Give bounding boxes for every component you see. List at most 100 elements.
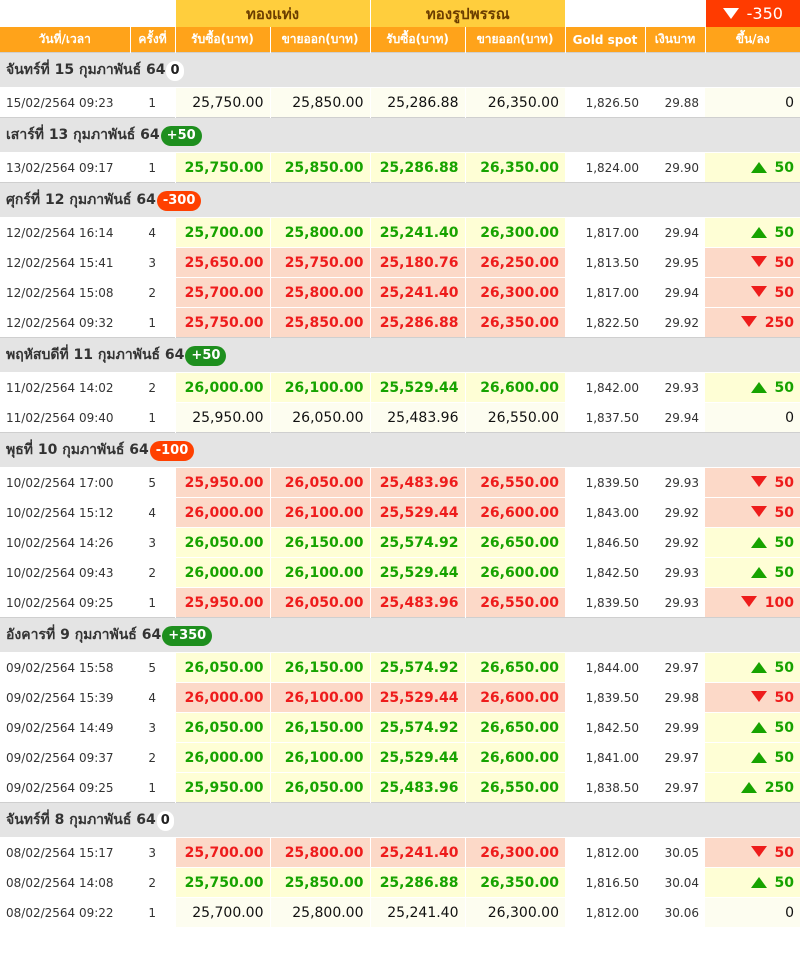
cell-ornament-buy: 25,574.92 <box>369 712 466 743</box>
cell-bar-sell: 25,850.00 <box>269 307 371 338</box>
day-header-row: พฤหัสบดีที่ 11 กุมภาพันธ์ 64 +50 <box>0 337 800 373</box>
cell-change: 50 <box>705 152 800 183</box>
cell-datetime: 15/02/2564 09:23 <box>0 87 130 118</box>
summary-change-value: -350 <box>746 4 783 23</box>
cell-bar-buy: 26,050.00 <box>174 652 270 683</box>
triangle-up-icon <box>740 781 757 793</box>
cell-count: 2 <box>130 372 175 403</box>
cell-bar-sell: 25,850.00 <box>269 87 371 118</box>
change-value: 50 <box>774 719 795 736</box>
triangle-up-icon <box>750 876 767 888</box>
cell-gold-spot: 1,846.50 <box>565 527 646 558</box>
cell-bar-sell: 26,100.00 <box>269 497 371 528</box>
cell-bar-buy: 25,750.00 <box>174 152 270 183</box>
triangle-down-icon <box>750 285 767 297</box>
change-value: 0 <box>785 904 795 921</box>
cell-gold-spot: 1,843.00 <box>565 497 646 528</box>
cell-gold-spot: 1,813.50 <box>565 247 646 278</box>
cell-gold-spot: 1,842.50 <box>565 557 646 588</box>
cell-bar-sell: 25,800.00 <box>269 897 371 927</box>
cell-count: 1 <box>130 587 175 618</box>
cell-thb: 29.92 <box>645 307 706 338</box>
cell-bar-buy: 25,700.00 <box>174 897 270 927</box>
change-value: 250 <box>764 779 795 796</box>
cell-datetime: 12/02/2564 16:14 <box>0 217 130 248</box>
cell-count: 4 <box>130 497 175 528</box>
cell-count: 1 <box>130 897 175 927</box>
day-change-badge: +50 <box>160 126 202 146</box>
cell-ornament-buy: 25,574.92 <box>369 527 466 558</box>
cell-change: 250 <box>705 307 800 338</box>
group-gold-ornament: ทองรูปพรรณ <box>369 0 566 27</box>
cell-thb: 29.92 <box>645 497 706 528</box>
cell-ornament-sell: 26,350.00 <box>464 867 566 898</box>
cell-bar-buy: 26,000.00 <box>174 557 270 588</box>
day-header-cell: พุธที่ 10 กุมภาพันธ์ 64 -100 <box>0 432 800 468</box>
cell-datetime: 08/02/2564 14:08 <box>0 867 130 898</box>
cell-thb: 30.04 <box>645 867 706 898</box>
cell-ornament-sell: 26,600.00 <box>464 497 566 528</box>
cell-datetime: 11/02/2564 14:02 <box>0 372 130 403</box>
table-row: 09/02/2564 09:37 2 26,000.00 26,100.00 25,52… <box>0 742 800 773</box>
cell-thb: 29.93 <box>645 372 706 403</box>
triangle-up-icon <box>750 226 767 238</box>
cell-ornament-buy: 25,483.96 <box>369 467 466 498</box>
cell-bar-sell: 25,800.00 <box>269 837 371 868</box>
cell-bar-sell: 26,100.00 <box>269 682 371 713</box>
summary-change-cell: -350 <box>704 0 800 27</box>
cell-gold-spot: 1,841.00 <box>565 742 646 773</box>
cell-datetime: 09/02/2564 14:49 <box>0 712 130 743</box>
triangle-down-icon <box>722 8 739 19</box>
cell-count: 5 <box>130 467 175 498</box>
triangle-down-icon <box>750 690 767 702</box>
cell-thb: 29.93 <box>645 467 706 498</box>
gold-price-history-table: ทองแท่ง ทองรูปพรรณ -350 วันที่/เวลา ครั้… <box>0 0 800 927</box>
cell-ornament-sell: 26,550.00 <box>464 772 566 803</box>
cell-bar-buy: 26,000.00 <box>174 682 270 713</box>
table-row: 12/02/2564 16:14 4 25,700.00 25,800.00 25,24… <box>0 217 800 248</box>
day-header-cell: จันทร์ที่ 15 กุมภาพันธ์ 64 0 <box>0 52 800 88</box>
cell-thb: 30.05 <box>645 837 706 868</box>
cell-gold-spot: 1,817.00 <box>565 217 646 248</box>
cell-bar-buy: 25,950.00 <box>174 587 270 618</box>
cell-ornament-sell: 26,300.00 <box>464 897 566 927</box>
cell-change: 100 <box>705 587 800 618</box>
day-label: อังคารที่ 9 กุมภาพันธ์ 64 <box>6 627 162 643</box>
day-change-badge: +350 <box>162 626 213 646</box>
cell-ornament-buy: 25,180.76 <box>369 247 466 278</box>
day-header-row: จันทร์ที่ 15 กุมภาพันธ์ 64 0 <box>0 52 800 88</box>
cell-thb: 29.94 <box>645 277 706 308</box>
cell-change: 50 <box>705 467 800 498</box>
cell-change: 50 <box>705 497 800 528</box>
change-value: 50 <box>774 874 795 891</box>
table-row: 08/02/2564 09:22 1 25,700.00 25,800.00 25,24… <box>0 897 800 927</box>
triangle-down-icon <box>750 845 767 857</box>
cell-ornament-buy: 25,286.88 <box>369 87 466 118</box>
cell-bar-buy: 25,700.00 <box>174 837 270 868</box>
triangle-up-icon <box>750 721 767 733</box>
day-label: ศุกร์ที่ 12 กุมภาพันธ์ 64 <box>6 192 156 208</box>
cell-count: 1 <box>130 772 175 803</box>
blank-header-cell <box>565 0 706 27</box>
cell-gold-spot: 1,822.50 <box>565 307 646 338</box>
cell-thb: 29.94 <box>645 217 706 248</box>
cell-change: 50 <box>705 372 800 403</box>
cell-gold-spot: 1,839.50 <box>565 467 646 498</box>
cell-bar-buy: 26,000.00 <box>174 742 270 773</box>
day-header-row: พุธที่ 10 กุมภาพันธ์ 64 -100 <box>0 432 800 468</box>
day-label: จันทร์ที่ 15 กุมภาพันธ์ 64 <box>6 62 166 78</box>
triangle-down-icon <box>750 475 767 487</box>
blank-header-cell <box>0 0 175 27</box>
change-value: 50 <box>774 749 795 766</box>
cell-bar-buy: 26,050.00 <box>174 527 270 558</box>
cell-bar-sell: 26,100.00 <box>269 557 371 588</box>
cell-bar-buy: 25,650.00 <box>174 247 270 278</box>
cell-gold-spot: 1,844.00 <box>565 652 646 683</box>
day-change-badge: 0 <box>156 811 174 831</box>
change-value: 50 <box>774 534 795 551</box>
cell-count: 3 <box>130 247 175 278</box>
cell-count: 3 <box>130 712 175 743</box>
cell-bar-sell: 25,800.00 <box>269 217 371 248</box>
triangle-up-icon <box>750 536 767 548</box>
cell-count: 2 <box>130 277 175 308</box>
